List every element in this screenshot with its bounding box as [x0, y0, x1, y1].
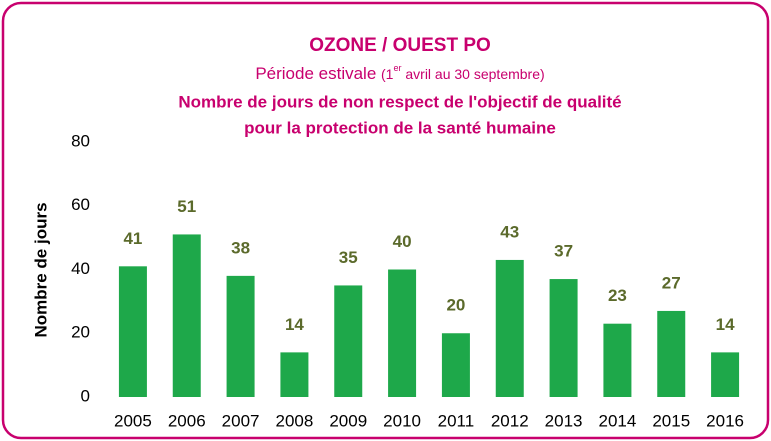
x-tick-label: 2010	[383, 411, 421, 430]
chart-title: OZONE / OUEST PO	[309, 35, 491, 56]
heading-line: pour la protection de la santé humaine	[244, 118, 556, 137]
y-axis-label: Nombre de jours	[31, 202, 50, 337]
bar	[603, 323, 632, 397]
subtitle-part: (1	[381, 66, 394, 82]
x-tick-label: 2015	[652, 411, 690, 430]
bar	[657, 310, 686, 397]
data-label: 38	[231, 238, 250, 257]
data-label: 41	[123, 229, 142, 248]
subtitle-part: avril au 30 septembre)	[401, 66, 544, 82]
x-tick-label: 2007	[222, 411, 260, 430]
x-tick-label: 2013	[545, 411, 583, 430]
bar	[118, 266, 147, 397]
x-tick-label: 2009	[329, 411, 367, 430]
x-tick-label: 2008	[276, 411, 314, 430]
x-tick-label: 2011	[438, 411, 475, 430]
bar	[441, 333, 470, 397]
y-tick-label: 0	[81, 386, 90, 405]
x-tick-label: 2006	[168, 411, 206, 430]
data-label: 27	[662, 273, 681, 292]
data-label: 43	[500, 222, 519, 241]
y-tick-label: 40	[71, 259, 90, 278]
heading-line: Nombre de jours de non respect de l'obje…	[178, 92, 621, 111]
y-tick-label: 60	[71, 195, 90, 214]
bar	[280, 352, 309, 397]
data-label: 35	[339, 248, 358, 267]
bar	[388, 269, 417, 397]
y-tick-label: 80	[71, 131, 90, 150]
bar	[226, 275, 255, 397]
x-tick-label: 2005	[114, 411, 152, 430]
data-label: 37	[554, 242, 573, 261]
data-label: 20	[446, 296, 465, 315]
subtitle-part: er	[393, 63, 401, 73]
subtitle-part: Période estivale	[255, 64, 381, 83]
bar	[334, 285, 363, 397]
x-tick-label: 2014	[599, 411, 637, 430]
data-label: 14	[285, 315, 304, 334]
data-label: 14	[716, 315, 735, 334]
bar	[172, 234, 201, 397]
bar	[495, 259, 524, 397]
data-label: 23	[608, 286, 627, 305]
x-tick-label: 2016	[706, 411, 744, 430]
y-tick-label: 20	[71, 323, 90, 342]
data-label: 51	[177, 197, 196, 216]
bar	[711, 352, 740, 397]
x-tick-label: 2012	[491, 411, 529, 430]
data-label: 40	[393, 232, 412, 251]
bar	[549, 279, 578, 397]
chart-subtitle: Période estivale (1er avril au 30 septem…	[255, 63, 544, 83]
